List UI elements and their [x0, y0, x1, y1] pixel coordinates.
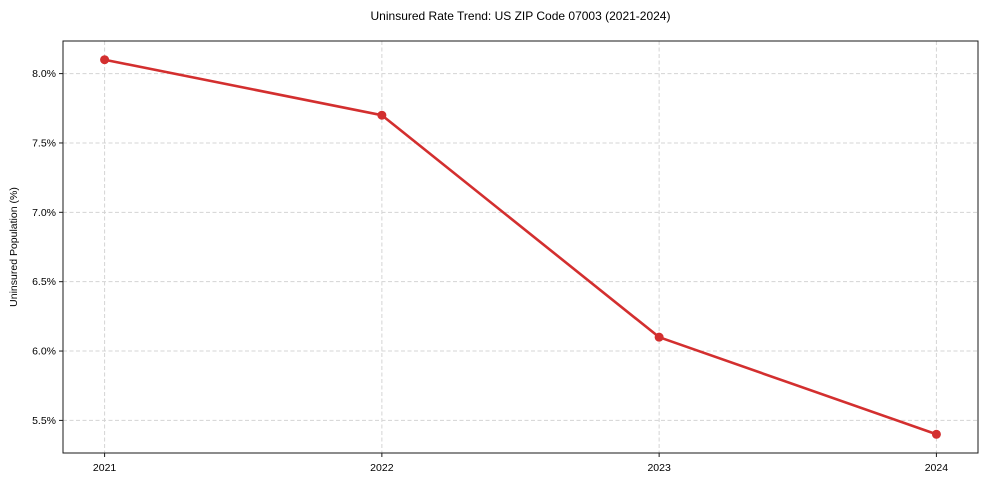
chart-title: Uninsured Rate Trend: US ZIP Code 07003 … [370, 9, 671, 23]
y-tick-label-2: 6.5% [32, 276, 56, 288]
axes-frame [62, 40, 979, 454]
data-point-2021 [100, 55, 110, 65]
x-tick-label-2: 2023 [647, 462, 671, 474]
y-tick-label-5: 8.0% [32, 68, 56, 80]
y-tick-label-3: 7.0% [32, 207, 56, 219]
data-point-2022 [377, 110, 387, 120]
y-tick-label-0: 5.5% [32, 415, 56, 427]
data-point-2024 [931, 429, 941, 439]
x-tick-label-3: 2024 [925, 462, 949, 474]
x-tick-label-0: 2021 [93, 462, 117, 474]
y-tick-label-4: 7.5% [32, 137, 56, 149]
y-tick-label-1: 6.0% [32, 346, 56, 358]
data-point-2023 [654, 332, 664, 342]
x-tick-label-1: 2022 [370, 462, 394, 474]
trend-line [103, 58, 938, 436]
